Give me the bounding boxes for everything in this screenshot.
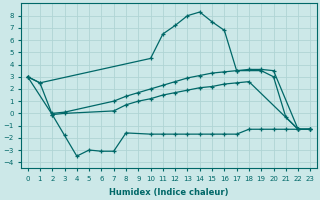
X-axis label: Humidex (Indice chaleur): Humidex (Indice chaleur) <box>109 188 229 197</box>
